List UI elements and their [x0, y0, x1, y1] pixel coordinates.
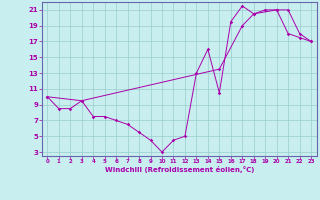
X-axis label: Windchill (Refroidissement éolien,°C): Windchill (Refroidissement éolien,°C): [105, 166, 254, 173]
